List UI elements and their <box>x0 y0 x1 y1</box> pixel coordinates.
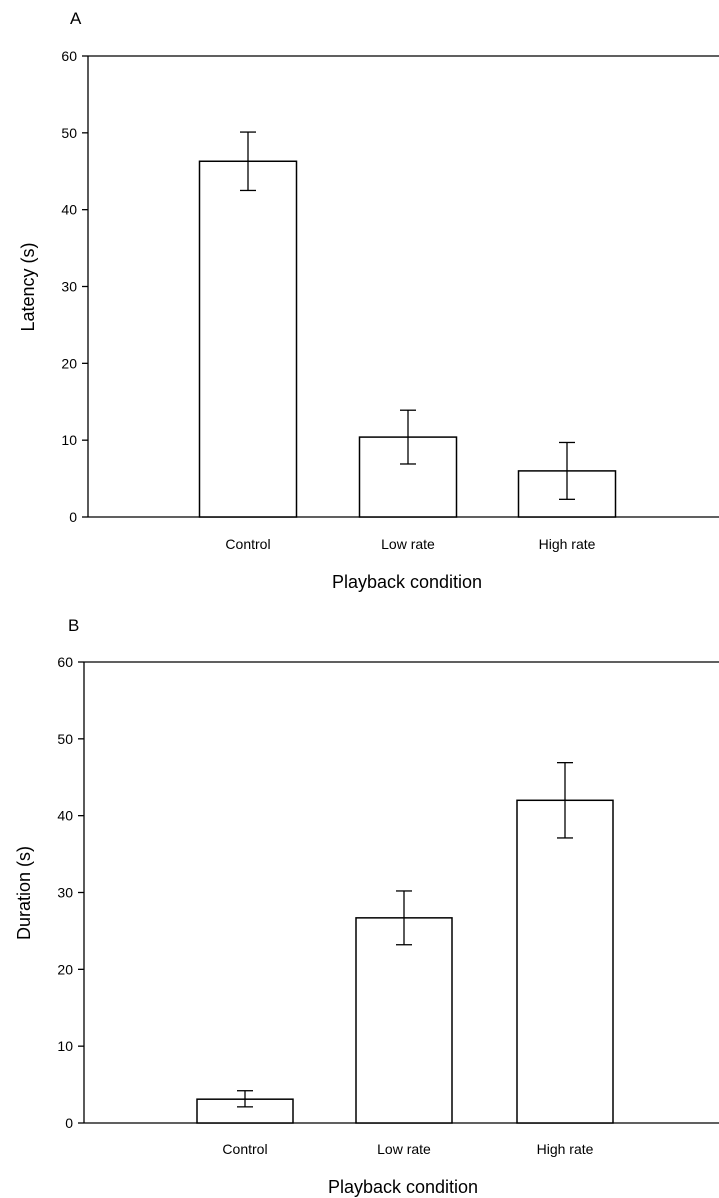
bar-control <box>198 160 298 518</box>
bar-low-rate <box>358 436 458 518</box>
y-axis-title: Latency (s) <box>18 242 38 331</box>
x-tick-label: Control <box>225 536 270 552</box>
bar-low-rate <box>355 917 453 1124</box>
panel-b: B 0 10 20 30 40 50 60 Control Low rate High rate Pl… <box>14 616 719 1197</box>
y-axis-title: Duration (s) <box>14 846 34 940</box>
x-tick-label: Low rate <box>377 1141 431 1157</box>
bar-high-rate <box>516 799 614 1124</box>
panel-letter: A <box>70 9 82 28</box>
y-tick-label: 0 <box>65 1115 73 1131</box>
y-tick-label: 20 <box>57 961 73 977</box>
x-tick-label: Control <box>222 1141 267 1157</box>
y-tick-label: 40 <box>57 808 73 824</box>
x-tick-label: Low rate <box>381 536 435 552</box>
x-axis-title: Playback condition <box>328 1177 478 1197</box>
x-tick-label: High rate <box>539 536 596 552</box>
y-tick-label: 50 <box>57 731 73 747</box>
y-tick-label: 0 <box>69 509 77 525</box>
x-axis-title: Playback condition <box>332 572 482 592</box>
y-tick-label: 10 <box>61 432 77 448</box>
y-tick-label: 50 <box>61 125 77 141</box>
panel-letter: B <box>68 616 79 635</box>
y-tick-label: 20 <box>61 355 77 371</box>
y-tick-label: 10 <box>57 1038 73 1054</box>
y-tick-label: 60 <box>57 654 73 670</box>
panel-a: A 0 10 20 30 40 50 60 Control Low rate High rate Pl… <box>18 9 719 592</box>
y-tick-label: 30 <box>57 885 73 901</box>
y-tick-label: 30 <box>61 279 77 295</box>
x-tick-label: High rate <box>537 1141 594 1157</box>
y-tick-label: 60 <box>61 48 77 64</box>
y-tick-label: 40 <box>61 202 77 218</box>
